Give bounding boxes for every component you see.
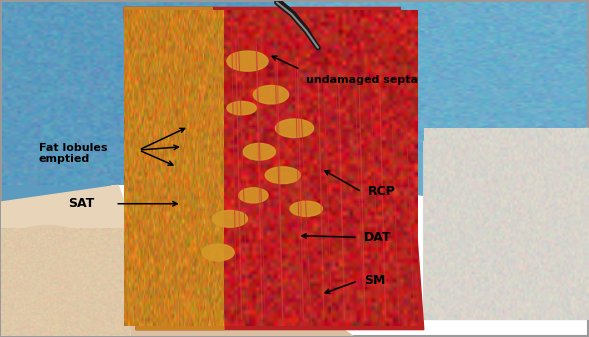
Ellipse shape	[227, 101, 256, 115]
Polygon shape	[1, 286, 353, 336]
Polygon shape	[124, 7, 423, 330]
Ellipse shape	[227, 51, 268, 71]
Text: RCP: RCP	[368, 185, 396, 198]
Text: DAT: DAT	[364, 231, 391, 244]
Polygon shape	[124, 7, 224, 330]
Ellipse shape	[212, 210, 247, 227]
Ellipse shape	[243, 143, 276, 160]
Ellipse shape	[290, 201, 322, 216]
Text: SAT: SAT	[68, 197, 94, 210]
Polygon shape	[247, 1, 588, 202]
Polygon shape	[1, 1, 294, 336]
Ellipse shape	[276, 119, 313, 137]
Ellipse shape	[253, 86, 289, 104]
Polygon shape	[423, 128, 588, 319]
Text: undamaged septa: undamaged septa	[306, 74, 418, 85]
Text: SM: SM	[364, 274, 385, 287]
Ellipse shape	[0, 225, 112, 326]
Ellipse shape	[202, 244, 234, 261]
Text: Fat lobules
emptied: Fat lobules emptied	[39, 143, 107, 164]
Ellipse shape	[239, 188, 268, 203]
Polygon shape	[1, 185, 130, 336]
Ellipse shape	[265, 167, 300, 184]
